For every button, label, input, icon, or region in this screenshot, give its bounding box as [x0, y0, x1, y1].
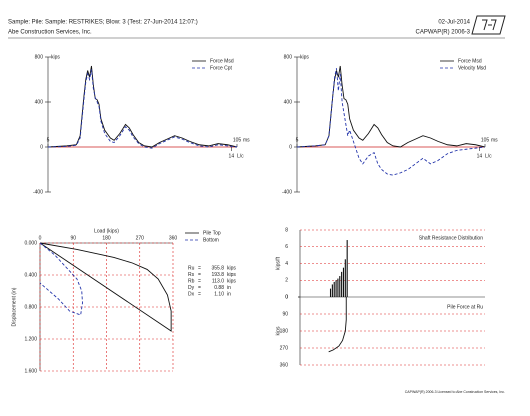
y-axis-label: kips: [300, 54, 309, 60]
y-axis-label: kips/ft: [275, 256, 281, 270]
y-axis-label: Displacement (in): [11, 287, 17, 326]
result-name: Dx: [188, 291, 195, 297]
legend-label: Velocity Msd: [458, 65, 486, 71]
x-axis-label: ms: [491, 137, 498, 143]
y-tick-label: -400: [33, 189, 43, 195]
result-name: Rb: [188, 278, 195, 284]
y2-tick-label: 180: [280, 328, 289, 334]
result-unit: in: [227, 291, 231, 297]
y-tick-label: 2: [285, 278, 288, 284]
resistance-bar: [344, 259, 346, 297]
y-tick-label: 1.200: [24, 336, 37, 342]
header-company: Abe Construction Services, Inc.: [8, 30, 92, 36]
y2-tick-label: 360: [280, 362, 289, 368]
resistance-bar: [339, 276, 341, 297]
y-tick-label: 0.800: [24, 304, 37, 310]
x2-axis-label: L/c: [485, 153, 492, 159]
series-line: [47, 69, 238, 149]
y-tick-label: 0: [40, 144, 43, 150]
x-tick-label: 360: [169, 235, 178, 241]
pile-force-line: [328, 297, 347, 353]
series-line: [39, 242, 172, 332]
series-line: [296, 68, 486, 176]
result-unit: in: [227, 285, 231, 291]
y-tick-label: 8: [285, 227, 288, 233]
y-tick-label: 400: [35, 99, 44, 105]
y2-tick-label: 90: [282, 311, 288, 317]
resistance-bar: [331, 284, 333, 297]
legend-label: Bottom: [203, 237, 219, 243]
header-program: CAPWAP(R) 2006-3: [416, 30, 471, 36]
y-tick-label: 0: [289, 144, 292, 150]
result-value: 355.8: [211, 265, 224, 271]
legend-label: Force Msd: [210, 58, 234, 64]
y-tick-label: 0: [285, 294, 288, 300]
resistance-bar: [337, 278, 339, 297]
result-equals: =: [198, 285, 201, 291]
series-line: [47, 65, 238, 148]
resistance-bar: [329, 288, 332, 297]
y-tick-label: 1.600: [24, 368, 37, 374]
y-axis-label: kips: [51, 54, 60, 60]
resistance-bar: [341, 271, 343, 297]
footer: CAPWAP(R) 2006-3 Licensed to Abe Constru…: [405, 390, 505, 394]
y-tick-label: 0.000: [24, 240, 37, 246]
x2-tick-label: 14: [229, 153, 235, 159]
resistance-bar: [333, 281, 335, 297]
x-tick-label: 0: [39, 235, 42, 241]
result-unit: kips: [227, 278, 236, 284]
x-tick-label: 5: [47, 137, 50, 143]
x2-tick-label: 14: [477, 153, 483, 159]
legend-label: Pile Top: [203, 230, 221, 236]
header-title: Sample: Pile: Sample: RESTRIKES; Blow: 3…: [8, 20, 198, 26]
result-name: Dy: [188, 285, 195, 291]
x-tick-label: 90: [70, 235, 76, 241]
y-tick-label: 800: [284, 54, 293, 60]
series-line: [296, 65, 486, 148]
legend-label: Force Msd: [458, 58, 482, 64]
y-tick-label: 800: [35, 54, 44, 60]
annotation: Shaft Resistance Distribution: [419, 235, 483, 241]
resistance-bar: [346, 240, 348, 297]
x-tick-label: 105: [481, 137, 490, 143]
y2-tick-label: 270: [280, 345, 289, 351]
header-date: 02-Jul-2014: [438, 20, 470, 26]
y-tick-label: 4: [285, 261, 288, 267]
y-tick-label: 400: [284, 99, 293, 105]
series-line: [39, 242, 83, 316]
result-value: 193.8: [211, 272, 224, 278]
x-tick-label: 180: [102, 235, 111, 241]
resistance-bar: [335, 280, 337, 297]
legend-label: Force Cpt: [210, 65, 233, 71]
result-name: Rs: [188, 272, 195, 278]
annotation: Pile Force at Ru: [447, 304, 483, 310]
logo: [471, 15, 506, 35]
y2-tick-label: 0: [285, 294, 288, 300]
result-unit: kips: [227, 272, 236, 278]
x-axis-label: ms: [243, 137, 250, 143]
x-tick-label: 270: [136, 235, 145, 241]
y2-axis-label: kips: [275, 326, 281, 335]
x-tick-label: 105: [233, 137, 242, 143]
result-equals: =: [198, 272, 201, 278]
x-axis-label: Load (kips): [94, 228, 119, 234]
result-value: 0.88: [214, 285, 224, 291]
y-tick-label: 0.400: [24, 272, 37, 278]
result-equals: =: [198, 291, 201, 297]
result-equals: =: [198, 265, 201, 271]
x2-axis-label: L/c: [237, 153, 244, 159]
y-tick-label: -400: [282, 189, 292, 195]
result-unit: kips: [227, 265, 236, 271]
resistance-bar: [342, 267, 345, 297]
result-value: 1.10: [214, 291, 224, 297]
y-tick-label: 6: [285, 244, 288, 250]
x-tick-label: 5: [296, 137, 299, 143]
result-value: 113.0: [212, 278, 224, 284]
result-equals: =: [198, 278, 201, 284]
result-name: Ru: [188, 265, 195, 271]
